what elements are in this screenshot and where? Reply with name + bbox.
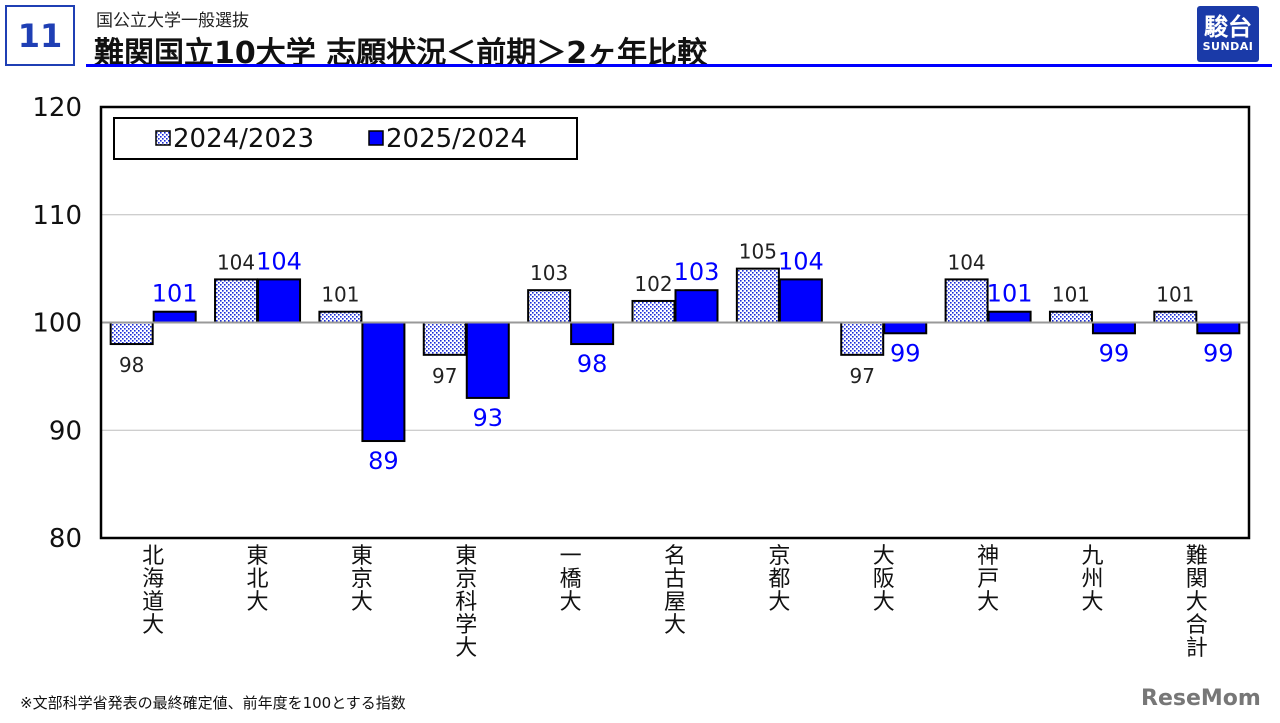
bar-2024-2023 [840,321,885,356]
legend-swatch [155,130,171,146]
bar-2024-2023 [109,321,154,346]
bar-2024-2023 [735,267,780,324]
bar-2025-2024 [674,289,719,324]
legend-label: 2025/2024 [386,124,527,154]
data-label: 101 [1156,283,1194,307]
slide-subtitle: 国公立大学一般選抜 [96,11,249,31]
legend-swatch [368,130,384,146]
data-label: 104 [256,247,302,275]
y-tick-label: 100 [32,309,82,339]
category-label: 一橋大 [560,544,582,615]
plot-frame [99,105,1251,540]
category-label: 京都大 [768,544,790,615]
data-label: 105 [739,240,777,264]
y-tick-label: 90 [49,416,82,446]
sundai-logo: 駿台 SUNDAI [1197,6,1259,62]
data-label: 101 [1052,283,1090,307]
footnote: ※文部科学省発表の最終確定値、前年度を100とする指数 [20,694,406,712]
bar-2025-2024 [152,310,197,324]
resemom-watermark: ReseMom [1141,686,1261,711]
bar-2024-2023 [214,278,259,324]
bar-2024-2023 [1153,310,1198,324]
data-label: 99 [890,339,921,367]
data-label: 99 [1203,339,1234,367]
category-label: 東京大 [351,544,373,615]
data-label: 101 [321,283,359,307]
data-label: 104 [217,250,255,274]
bar-2024-2023 [1048,310,1093,324]
title-underline [86,64,1272,67]
data-label: 98 [577,350,608,378]
data-label: 93 [472,404,503,432]
data-label: 104 [947,250,985,274]
data-label: 97 [432,364,457,388]
bar-2024-2023 [318,310,363,324]
category-label: 東京科学大 [455,544,477,661]
bar-2025-2024 [778,278,823,324]
bar-2025-2024 [1091,321,1136,335]
category-label: 難関大合計 [1186,544,1208,661]
y-tick-label: 110 [32,201,82,231]
legend-label: 2024/2023 [173,124,314,154]
bar-2025-2024 [987,310,1032,324]
logo-roman: SUNDAI [1202,40,1254,53]
data-label: 98 [119,353,144,377]
bar-2025-2024 [361,321,406,443]
page-number: 11 [5,5,75,66]
data-label: 102 [634,272,672,296]
data-label: 101 [987,280,1033,308]
data-label: 99 [1099,339,1130,367]
data-label: 103 [530,261,568,285]
logo-kanji: 駿台 [1204,13,1252,41]
data-label: 97 [850,364,875,388]
bar-2025-2024 [570,321,615,346]
data-label: 89 [368,447,399,475]
category-label: 東北大 [247,544,269,615]
bar-2025-2024 [257,278,302,324]
data-label: 101 [152,280,198,308]
bar-2025-2024 [883,321,928,335]
bar-2024-2023 [944,278,989,324]
bar-2025-2024 [1196,321,1241,335]
bar-2024-2023 [527,289,572,324]
legend-box [113,117,578,160]
category-label: 大阪大 [873,544,895,615]
data-label: 103 [674,258,720,286]
data-label: 104 [778,247,824,275]
bar-2024-2023 [631,299,676,324]
category-label: 神戸大 [977,544,999,615]
y-tick-label: 80 [49,524,82,554]
bar-2025-2024 [465,321,510,399]
y-tick-label: 120 [32,93,82,123]
category-label: 九州大 [1081,544,1103,615]
bar-2024-2023 [422,321,467,356]
category-label: 北海道大 [142,544,164,638]
category-label: 名古屋大 [664,544,686,638]
watermark-text: ReseMom [1141,686,1261,711]
